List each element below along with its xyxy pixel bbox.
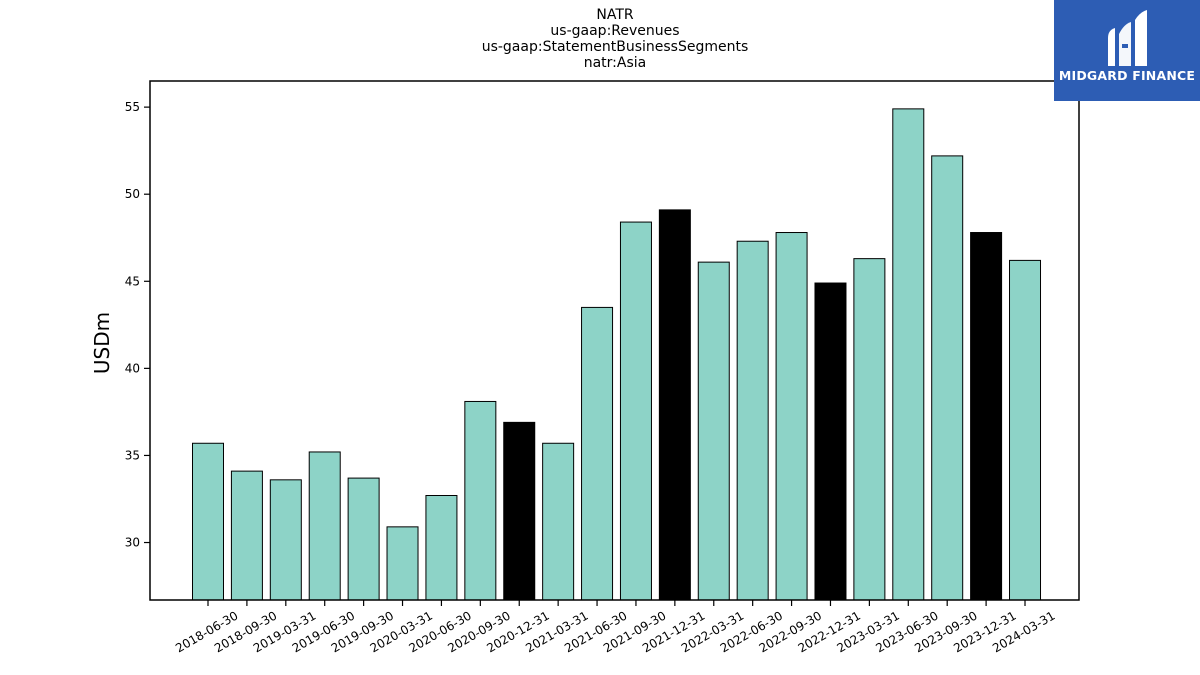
bar-2024-03-31 xyxy=(1009,259,1042,601)
bar-2023-12-31 xyxy=(970,232,1003,601)
title-line-1: NATR xyxy=(596,7,634,23)
y-axis: 30 35 40 45 50 55 xyxy=(125,100,150,550)
bar-2018-09-30 xyxy=(230,470,263,601)
bar-2020-03-31 xyxy=(386,526,419,601)
midgard-finance-logo: MIDGARD FINANCE xyxy=(1054,0,1200,101)
x-axis: 2018-06-302018-09-302019-03-312019-06-30… xyxy=(173,600,1058,655)
midgard-logo-icon xyxy=(1108,10,1147,66)
plot-frame xyxy=(149,80,1080,601)
title-line-4: natr:Asia xyxy=(583,55,647,71)
title-line-2: us-gaap:Revenues xyxy=(550,23,680,39)
y-tick-label: 50 xyxy=(125,187,140,201)
bar-2020-12-31 xyxy=(503,421,536,601)
logo-text: MIDGARD FINANCE xyxy=(1058,68,1196,83)
bar-2021-12-31 xyxy=(658,209,691,601)
title-line-3: us-gaap:StatementBusinessSegments xyxy=(481,39,749,55)
bar-2022-03-31 xyxy=(697,261,730,601)
y-tick-label: 35 xyxy=(125,448,140,462)
y-axis-label: USDm xyxy=(90,312,114,374)
y-tick-label: 30 xyxy=(125,536,140,550)
bar-2020-06-30 xyxy=(425,495,458,601)
bar-2019-03-31 xyxy=(269,479,302,601)
bars-layer xyxy=(192,108,1042,601)
y-tick-label: 55 xyxy=(125,100,140,114)
bar-2022-09-30 xyxy=(775,232,808,601)
y-tick-label: 45 xyxy=(125,274,140,288)
bar-2022-12-31 xyxy=(814,282,847,601)
bar-2021-09-30 xyxy=(619,221,652,601)
bar-2020-09-30 xyxy=(464,400,497,601)
bar-2019-06-30 xyxy=(308,451,341,601)
bar-2021-03-31 xyxy=(542,442,575,601)
bar-2023-09-30 xyxy=(931,155,964,601)
bar-2018-06-30 xyxy=(192,442,224,601)
bar-2022-06-30 xyxy=(736,240,769,601)
y-tick-label: 40 xyxy=(125,361,140,375)
bar-2023-06-30 xyxy=(892,108,925,601)
bar-2019-09-30 xyxy=(347,477,380,601)
bar-2021-06-30 xyxy=(581,306,614,601)
bar-2023-03-31 xyxy=(853,258,886,601)
